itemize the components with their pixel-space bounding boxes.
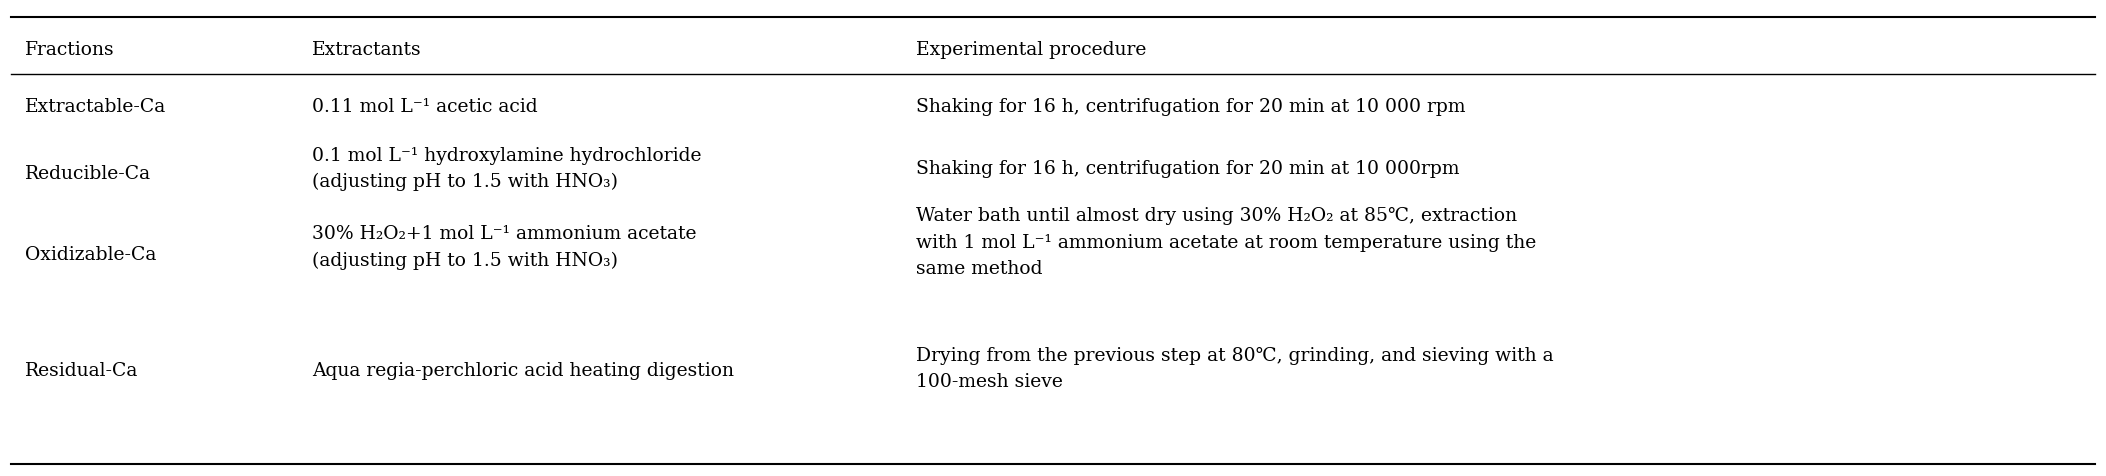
Text: Water bath until almost dry using 30% H₂O₂ at 85℃, extraction
with 1 mol L⁻¹ amm: Water bath until almost dry using 30% H₂… (916, 208, 1537, 278)
Text: Aqua regia-perchloric acid heating digestion: Aqua regia-perchloric acid heating diges… (312, 362, 733, 380)
Text: 0.11 mol L⁻¹ acetic acid: 0.11 mol L⁻¹ acetic acid (312, 98, 537, 116)
Text: Experimental procedure: Experimental procedure (916, 41, 1146, 59)
Text: Shaking for 16 h, centrifugation for 20 min at 10 000rpm: Shaking for 16 h, centrifugation for 20 … (916, 160, 1459, 178)
Text: 0.1 mol L⁻¹ hydroxylamine hydrochloride
(adjusting pH to 1.5 with HNO₃): 0.1 mol L⁻¹ hydroxylamine hydrochloride … (312, 147, 701, 191)
Text: Extractants: Extractants (312, 41, 421, 59)
Text: Fractions: Fractions (25, 41, 116, 59)
Text: 30% H₂O₂+1 mol L⁻¹ ammonium acetate
(adjusting pH to 1.5 with HNO₃): 30% H₂O₂+1 mol L⁻¹ ammonium acetate (adj… (312, 225, 697, 270)
Text: Oxidizable-Ca: Oxidizable-Ca (25, 246, 156, 264)
Text: Drying from the previous step at 80℃, grinding, and sieving with a
100-mesh siev: Drying from the previous step at 80℃, gr… (916, 347, 1554, 391)
Text: Reducible-Ca: Reducible-Ca (25, 165, 152, 183)
Text: Residual-Ca: Residual-Ca (25, 362, 139, 380)
Text: Shaking for 16 h, centrifugation for 20 min at 10 000 rpm: Shaking for 16 h, centrifugation for 20 … (916, 98, 1466, 116)
Text: Extractable-Ca: Extractable-Ca (25, 98, 166, 116)
